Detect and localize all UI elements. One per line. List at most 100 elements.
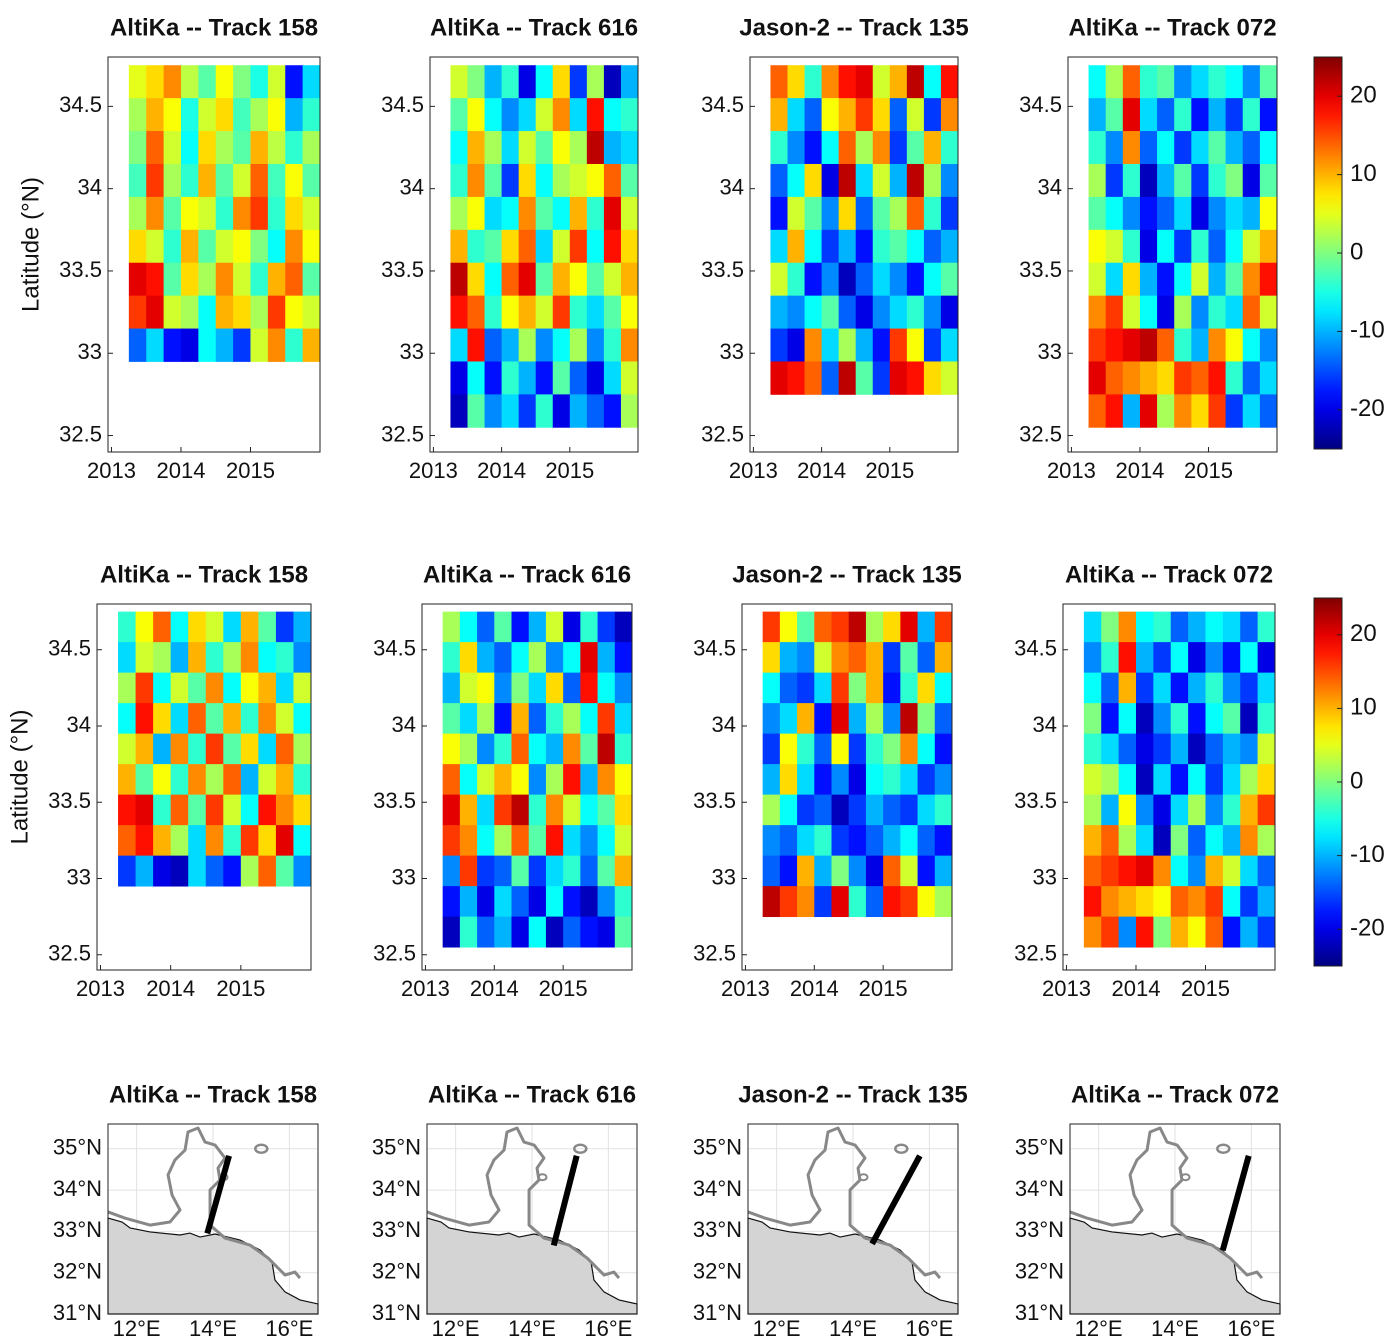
heat-cell [770, 229, 788, 264]
x-tick-label: 2013 [401, 976, 450, 1001]
island [1216, 1143, 1231, 1154]
heat-cell [1157, 196, 1175, 231]
heat-cell [821, 229, 840, 264]
heat-cell [603, 262, 622, 297]
heat-cell [1174, 229, 1192, 264]
heat-cell [580, 855, 598, 887]
axes-frame [749, 56, 959, 453]
heat-cell [1208, 131, 1227, 165]
panel-title: AltiKa -- Track 158 [109, 1081, 317, 1108]
heat-cell [494, 672, 512, 704]
x-tick-label: 12°E [113, 1316, 161, 1340]
heat-cell [831, 733, 850, 765]
y-tick-label: 31°N [53, 1300, 102, 1325]
y-tick-label: 33.5 [59, 257, 102, 282]
heat-cell [128, 229, 147, 264]
heat-cell [1170, 916, 1189, 948]
island [1180, 1173, 1191, 1182]
heat-cell [1153, 703, 1172, 735]
heat-cell [1257, 825, 1276, 857]
heat-cell [614, 733, 633, 765]
heat-cell [275, 672, 294, 704]
heat-cell [838, 131, 857, 165]
heat-cell [1083, 611, 1102, 643]
heat-cell [1157, 131, 1175, 165]
heat-cell [1257, 611, 1276, 643]
y-tick-label: 33.5 [1019, 257, 1062, 282]
heat-cell [450, 361, 468, 395]
heat-cell [1157, 98, 1175, 132]
heat-cell [1135, 703, 1154, 735]
axes-frame [96, 603, 312, 971]
heat-cell [804, 328, 823, 362]
heat-cell [1242, 196, 1261, 231]
heat-cell [535, 328, 554, 362]
heat-cell [198, 229, 217, 264]
heat-cell [934, 794, 953, 826]
island [573, 1143, 588, 1154]
heat-cell [1083, 764, 1102, 796]
heat-cell [787, 262, 805, 297]
y-tick-label: 33.5 [701, 257, 744, 282]
heat-cell [1257, 703, 1276, 735]
heat-cell [1225, 262, 1244, 297]
heat-cell [250, 262, 269, 297]
heat-cell [855, 163, 874, 198]
heat-cell [240, 764, 259, 796]
x-tick-label: 2014 [790, 976, 839, 1001]
heat-cell [275, 825, 294, 857]
heat-cell [1083, 855, 1102, 887]
heat-cell [821, 262, 840, 297]
heat-cell [1101, 611, 1120, 643]
heat-cell [1174, 163, 1192, 198]
heat-cell [258, 825, 277, 857]
x-tick-label: 2013 [87, 458, 136, 483]
heat-cell [442, 916, 461, 948]
heat-cell [135, 794, 154, 826]
heat-cell [545, 825, 564, 857]
heat-cell [563, 642, 581, 674]
heat-cell [620, 163, 639, 198]
x-tick-label: 2014 [477, 458, 526, 483]
heat-cell [865, 855, 884, 887]
heat-cell [1174, 394, 1192, 428]
heat-cell [770, 361, 788, 395]
heat-cell [603, 196, 622, 231]
y-tick-label: 34 [78, 174, 102, 199]
colorbar-tick-label: 0 [1350, 238, 1363, 265]
heat-cell [1174, 131, 1192, 165]
heat-cell [1225, 295, 1244, 329]
heat-cell [1208, 361, 1227, 395]
heat-cell [900, 642, 918, 674]
heat-cell [467, 262, 485, 297]
heat-cell [258, 672, 277, 704]
heat-cell [865, 611, 884, 643]
heat-cell [1139, 163, 1158, 198]
heat-cell [240, 611, 259, 643]
heat-cell [597, 642, 616, 674]
heat-cell [1188, 825, 1206, 857]
heat-cell [528, 703, 547, 735]
heat-cell [1257, 916, 1276, 948]
heat-cell [442, 611, 461, 643]
heat-cell [494, 825, 512, 857]
heat-cell [779, 886, 798, 918]
heat-cell [233, 229, 251, 264]
heat-cell [223, 703, 242, 735]
heat-cell [797, 794, 815, 826]
heat-cell [1105, 361, 1124, 395]
heat-cell [1105, 394, 1124, 428]
heat-cell [797, 703, 815, 735]
heat-cell [511, 611, 530, 643]
heat-cell [814, 794, 832, 826]
heat-cell [838, 163, 857, 198]
heat-cell [1222, 703, 1241, 735]
heat-cell [848, 764, 867, 796]
heat-cell [180, 196, 199, 231]
heat-cell [170, 672, 189, 704]
heat-cell [1170, 611, 1189, 643]
x-tick-label: 12°E [1075, 1316, 1123, 1340]
heat-cell [814, 855, 832, 887]
heat-cell [1153, 672, 1172, 704]
heat-cell [1257, 794, 1276, 826]
